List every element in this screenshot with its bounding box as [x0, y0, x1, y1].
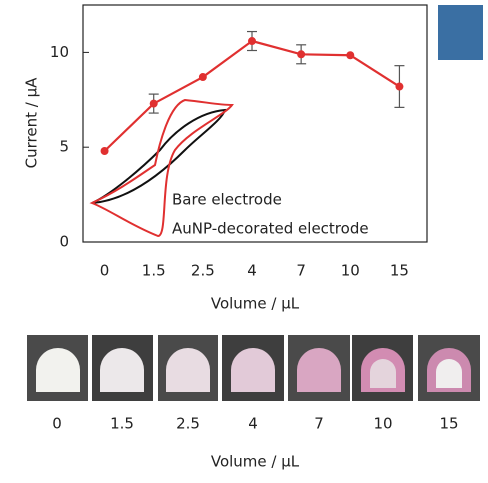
blue-square [438, 5, 483, 60]
x-tick-label: 2.5 [191, 262, 215, 280]
y-tick-label: 5 [59, 138, 69, 156]
series-line [103, 39, 401, 152]
cv-bare [91, 108, 227, 204]
data-point [248, 37, 256, 46]
inset-label: AuNP-decorated electrode [172, 220, 369, 238]
data-point [198, 73, 207, 82]
cv-aunp [89, 98, 234, 238]
y-tick-label: 0 [59, 233, 69, 251]
x-tick-label: 0 [100, 262, 110, 280]
inset-cv [89, 98, 234, 238]
data-point [395, 82, 404, 91]
photo-label: 2.5 [176, 415, 200, 433]
photo-label: 7 [314, 415, 324, 433]
photo-label: 15 [439, 415, 458, 433]
x-tick-label: 1.5 [142, 262, 166, 280]
x-tick-label: 15 [390, 262, 409, 280]
photo-label: 4 [248, 415, 258, 433]
y-axis-label: Current / µA [23, 77, 41, 168]
data-point [346, 51, 355, 60]
photos-x-label: Volume / µL [211, 453, 300, 471]
y-tick-label: 10 [50, 43, 69, 61]
photo-label: 0 [52, 415, 62, 433]
data-point [149, 99, 158, 108]
photo-label: 1.5 [110, 415, 134, 433]
inset-label: Bare electrode [172, 191, 282, 209]
plot-frame [82, 4, 428, 243]
data-point [297, 50, 306, 59]
x-tick-label: 7 [296, 262, 306, 280]
photo-label: 10 [373, 415, 392, 433]
x-tick-label: 4 [247, 262, 257, 280]
data-point [100, 146, 109, 155]
photos [27, 335, 480, 401]
x-tick-label: 10 [341, 262, 360, 280]
x-axis-label: Volume / µL [211, 295, 300, 313]
